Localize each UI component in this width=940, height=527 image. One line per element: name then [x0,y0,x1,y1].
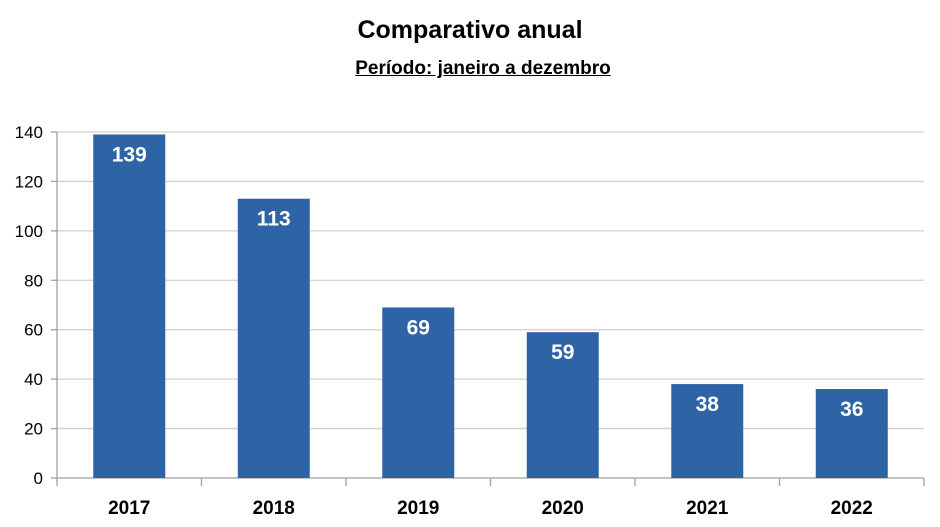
y-tick-label: 140 [15,123,43,142]
bars [93,134,888,478]
bar-2018 [237,198,310,478]
data-label-2020: 59 [551,341,574,364]
y-tick-label: 60 [24,321,43,340]
chart-title: Comparativo anual [357,16,583,44]
bar-2019 [382,307,455,478]
y-tick-label: 0 [34,469,43,488]
bar-2022 [815,389,888,478]
x-tick-label-2017: 2017 [108,498,150,519]
x-tick-label-2019: 2019 [397,498,439,519]
x-tick-label-2018: 2018 [253,498,295,519]
y-tick-labels: 0 20 40 60 80 100 120 140 [15,123,43,488]
y-tick-label: 120 [15,172,43,191]
x-tick-label-2020: 2020 [542,498,584,519]
x-tick-label-2022: 2022 [831,498,873,519]
y-tick-label: 80 [24,271,43,290]
x-tick-label-2021: 2021 [686,498,729,519]
y-tick-label: 20 [24,420,43,439]
x-tick-labels: 2017 2018 2019 2020 2021 2022 [108,498,873,519]
axes [51,131,925,486]
bar-2021 [671,384,744,478]
y-tick-label: 40 [24,370,43,389]
y-tick-label: 100 [15,222,43,241]
data-label-2021: 38 [696,393,720,416]
gridlines [57,131,924,430]
data-label-2019: 69 [407,316,430,339]
bar-2017 [93,134,166,478]
data-label-2022: 36 [840,398,863,421]
bar-2020 [526,332,599,478]
data-labels: 139 113 69 59 38 36 [112,143,864,421]
data-label-2018: 113 [257,208,291,231]
data-label-2017: 139 [112,143,147,166]
chart-subtitle: Período: janeiro a dezembro [355,58,611,79]
